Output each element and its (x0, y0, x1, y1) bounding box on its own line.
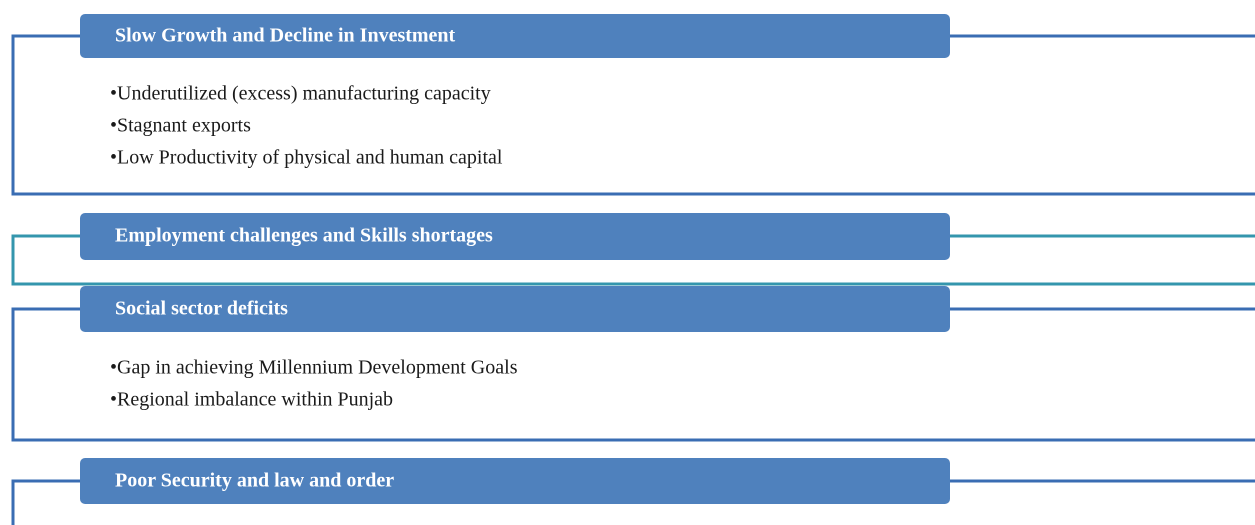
section-header (80, 458, 950, 504)
section-frame (11, 307, 1255, 442)
section-title: Social sector deficits (115, 298, 288, 320)
bullet: •Underutilized (excess) manufacturing ca… (110, 83, 491, 105)
bullet: •Regional imbalance within Punjab (110, 389, 393, 411)
bullet: •Stagnant exports (110, 115, 251, 137)
section-header (80, 14, 950, 58)
section-title: Poor Security and law and order (115, 470, 394, 492)
bullet: •Low Productivity of physical and human … (110, 147, 503, 169)
section-header (80, 286, 950, 332)
bullet: •Gap in achieving Millennium Development… (110, 357, 518, 379)
section-header (80, 213, 950, 260)
section-frame (11, 34, 1255, 196)
section-frame (11, 479, 1255, 525)
section-frame (11, 234, 1255, 286)
section-title: Employment challenges and Skills shortag… (115, 225, 493, 247)
section-title: Slow Growth and Decline in Investment (115, 25, 456, 47)
